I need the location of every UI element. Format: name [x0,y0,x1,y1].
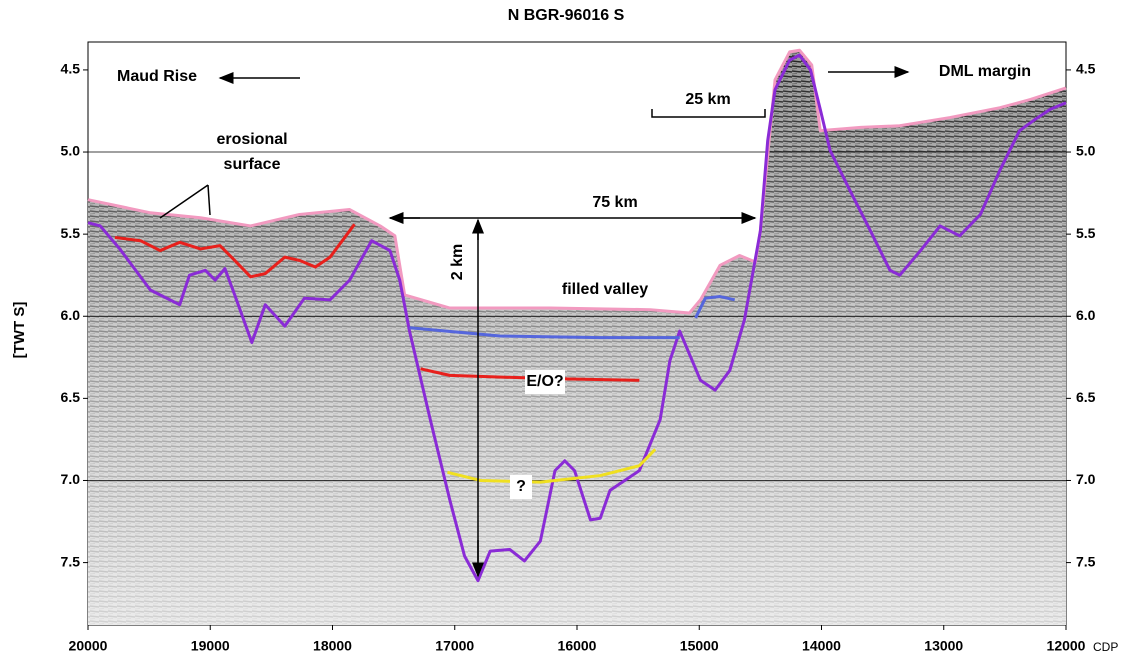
annotation: DML margin [939,63,1031,80]
annotation: ? [516,478,526,495]
y-axis-label: [TWT S] [11,302,28,359]
y-tick-label: 6.5 [61,389,81,405]
horizon-line [420,367,640,382]
annotation: Maud Rise [117,68,197,85]
y-tick-label-right: 5.0 [1076,143,1096,159]
y-tick-label: 6.0 [61,307,81,323]
annotation: 2 km [449,244,466,280]
y-tick-label: 4.5 [61,61,81,77]
x-tick-label: 19000 [191,638,230,654]
annotation: erosional [216,131,287,148]
x-tick-label: 14000 [802,638,841,654]
horizon-line [114,223,356,279]
y-tick-label-right: 6.0 [1076,307,1096,323]
y-tick-label: 5.5 [61,225,81,241]
y-tick-label-right: 4.5 [1076,61,1096,77]
horizon-line [447,448,657,484]
x-tick-label: 12000 [1047,638,1086,654]
annotation: surface [224,156,281,173]
annotation: E/O? [526,373,563,390]
y-tick-label-right: 7.5 [1076,553,1096,569]
y-tick-label-right: 6.5 [1076,389,1096,405]
annotation-graphics [159,66,910,578]
x-tick-label: 16000 [558,638,597,654]
annotation: 25 km [685,91,730,108]
horizon-line [87,53,1067,583]
annotation: filled valley [562,281,648,298]
x-tick-label: 18000 [313,638,352,654]
y-tick-label-right: 5.5 [1076,225,1096,241]
x-tick-label: 20000 [69,638,108,654]
x-tick-label: 13000 [924,638,963,654]
horizon-line [87,48,1067,315]
x-axis-label: CDP [1093,640,1118,654]
horizon-line [409,326,680,340]
horizon-line [694,295,736,319]
y-tick-label-right: 7.0 [1076,471,1096,487]
y-tick-label: 7.5 [61,553,81,569]
chart-title: N BGR-96016 S [508,7,625,24]
x-tick-label: 15000 [680,638,719,654]
y-tick-label: 7.0 [61,471,81,487]
x-tick-label: 17000 [435,638,474,654]
annotation: 75 km [592,194,637,211]
y-tick-label: 5.0 [61,143,81,159]
